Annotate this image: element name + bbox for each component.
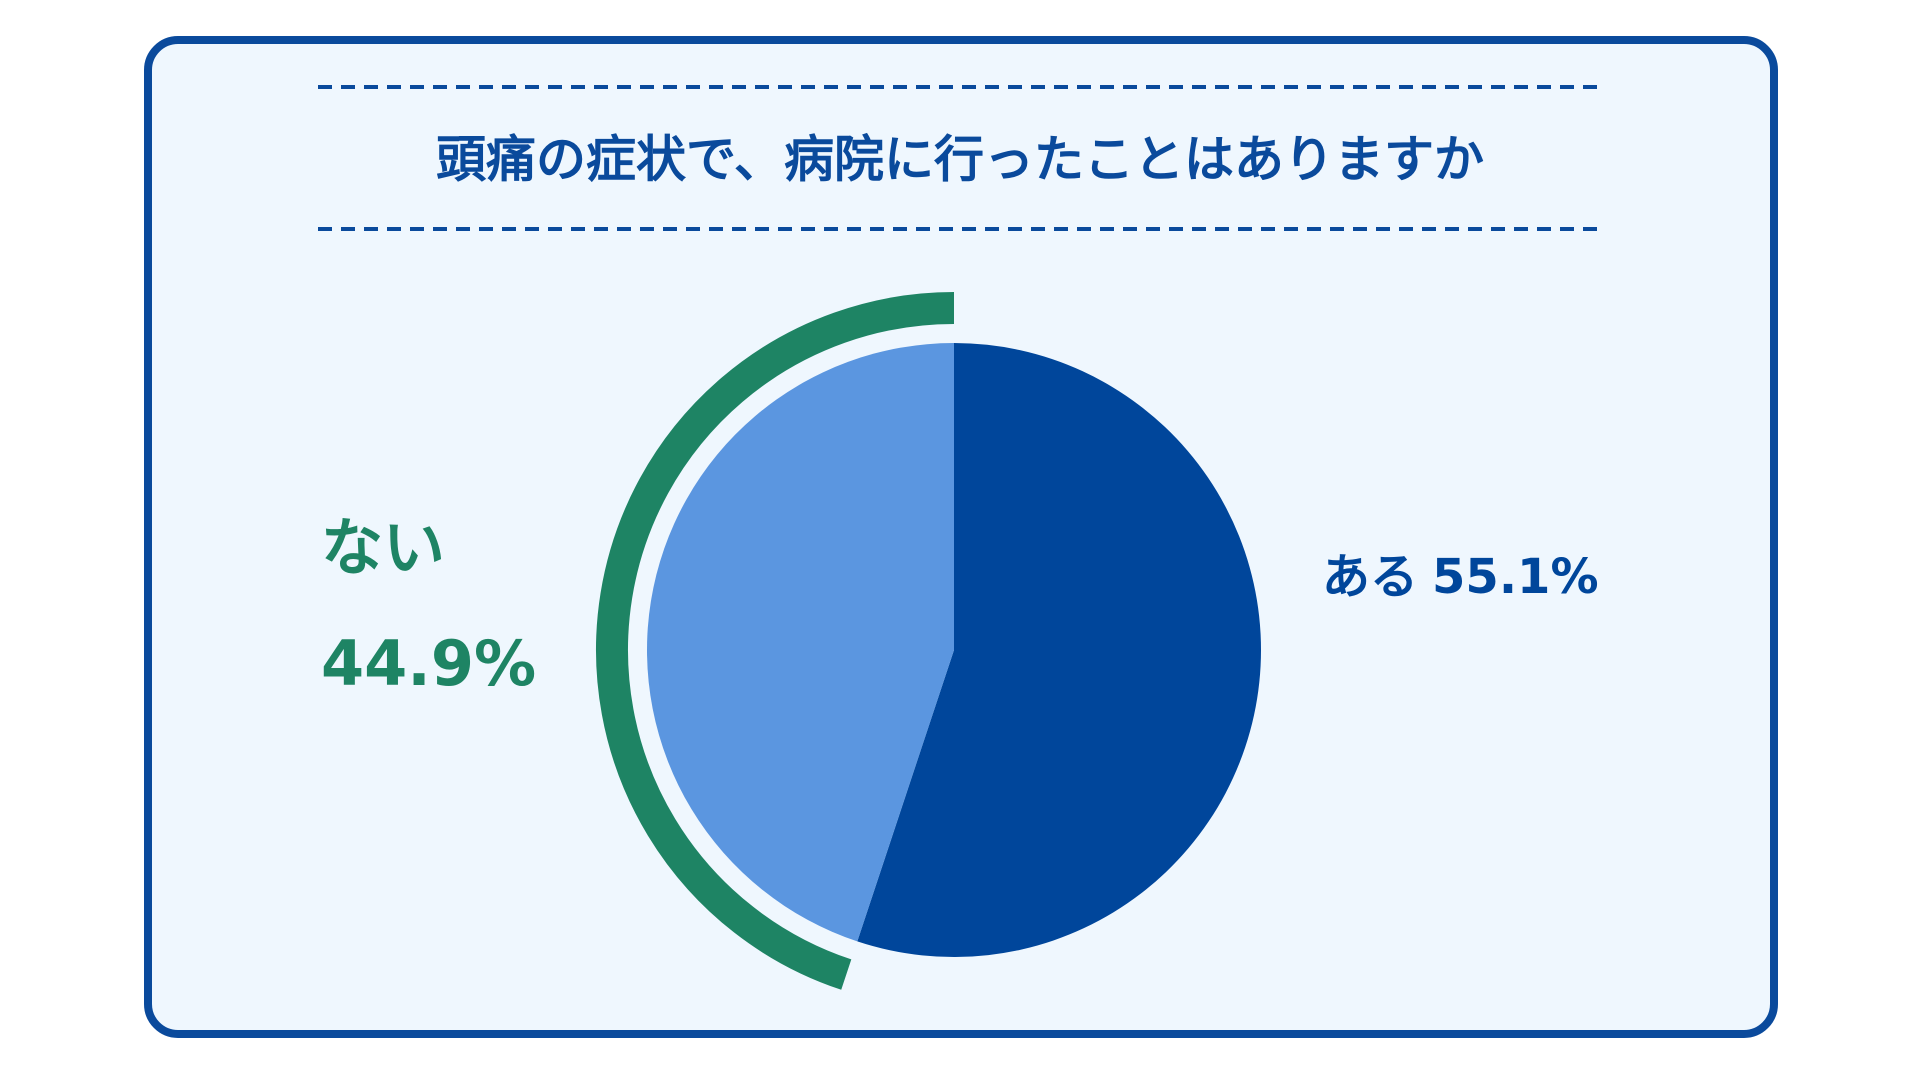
category-label: ある bbox=[1322, 549, 1418, 605]
value-label: 44.9% bbox=[321, 627, 536, 700]
chart-title: 頭痛の症状で、病院に行ったことはありますか bbox=[436, 131, 1484, 189]
value-label: 55.1% bbox=[1432, 549, 1599, 605]
category-label: ない bbox=[321, 511, 445, 584]
slice-label: ある 55.1% bbox=[1322, 549, 1599, 605]
pie-slice bbox=[857, 343, 1262, 957]
pie-slice bbox=[647, 343, 954, 942]
highlight-arc bbox=[596, 292, 955, 990]
